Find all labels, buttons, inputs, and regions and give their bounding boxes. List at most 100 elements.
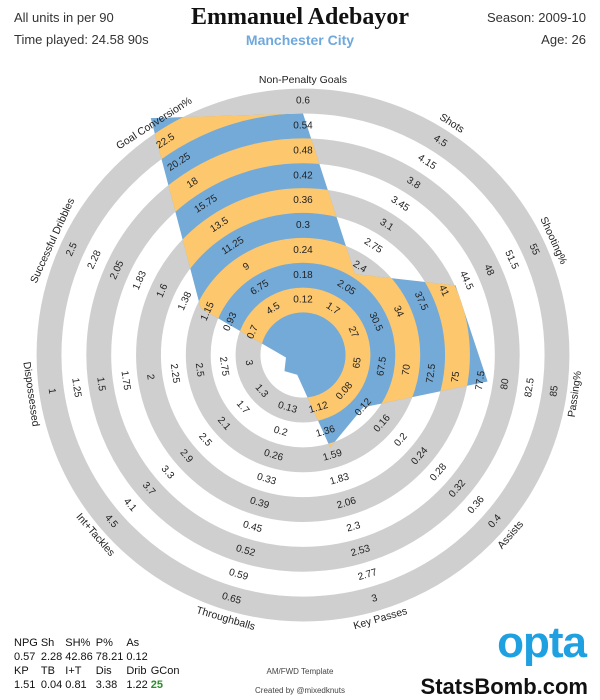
tick-label: 2.5 [196,431,214,449]
tick-label: 2.5 [64,241,80,259]
tick-label: 0.13 [277,400,299,416]
table-header: Sh [40,637,55,649]
tick-label: 0.3 [296,220,310,231]
tick-label: 1.6 [155,282,171,300]
tick-label: 2.28 [86,248,104,271]
credit: Created by @mixedknuts [255,686,345,695]
tick-label: 77.5 [474,370,488,391]
tick-label: 0.7 [245,323,261,341]
tick-label: 2.06 [336,495,358,511]
table-header: Drib [126,665,147,677]
chart-subtitle: Manchester City [245,32,355,48]
time-played: Time played: 24.58 90s [14,32,149,47]
tick-label: 75 [450,370,463,383]
tick-label: 0.45 [242,519,264,535]
tick-label: 4.15 [416,152,439,172]
tick-label: 9 [241,261,252,273]
tick-label: 0.26 [263,448,285,464]
table-value: 42.86 [65,651,93,663]
tick-label: 2.25 [168,363,182,384]
tick-label: 51.5 [502,249,520,272]
tick-label: 27 [346,325,361,340]
tick-label: 0.2 [392,431,410,449]
tick-label: 0.36 [466,494,487,516]
tick-label: 0.6 [296,96,310,107]
radar-chart: 0.12 0.18 0.24 0.3 0.36 0.42 0.48 0.54 0.6 Non-Pe… [20,74,585,630]
ring [36,88,570,622]
table-value: 0.12 [126,651,148,663]
table-value: 78.21 [95,651,124,663]
tick-label: 1.36 [315,424,337,440]
axis-label: Non-Penalty Goals [259,74,347,86]
tick-label: 0.48 [293,145,313,156]
axis-label: Passing% [566,370,585,418]
tick-label: 1.38 [176,290,194,313]
tick-label: 3.3 [159,464,177,482]
table-header: SH% [65,637,91,649]
tick-label: 2.77 [357,567,379,583]
table-row: KP TB I+T Dis Drib GCon [14,664,183,678]
tick-label: 0.39 [249,495,271,511]
tick-label: 0.52 [235,543,257,559]
table-row: 0.57 2.28 42.86 78.21 0.12 [14,650,183,664]
tick-label: 85 [548,384,561,397]
tick-label: 1.5 [94,376,107,392]
tick-label: 1.83 [329,471,351,487]
tick-label: 65 [351,356,364,369]
table-header: P% [95,637,113,649]
table-value: 0.81 [65,679,87,691]
tick-label: 82.5 [523,377,537,398]
tick-label: 3 [370,593,379,605]
tick-label: 0.28 [428,461,449,483]
tick-label: 34 [391,304,406,319]
tick-label: 4.1 [121,496,139,514]
table-value: 0.57 [14,651,36,663]
table-row: NPG Sh SH% P% As [14,636,183,650]
age: Age: 26 [541,32,586,47]
table-value: 1.51 [14,679,36,691]
tick-label: 1.7 [234,399,252,417]
tick-label: 1.75 [118,370,132,391]
tick-label: 0.24 [293,245,313,256]
table-header: GCon [150,665,180,677]
tick-label: 70 [401,363,414,376]
season: Season: 2009-10 [486,10,586,25]
tick-label: 1 [46,388,58,396]
tick-label: 2.5 [193,362,206,378]
tick-label: 0.36 [293,195,313,206]
tick-label: 3.45 [389,194,412,214]
tick-label: 0.54 [293,121,313,132]
tick-label: 72.5 [425,363,439,384]
tick-label: 2.53 [350,543,372,559]
tick-label: 1.59 [322,448,344,464]
tick-label: 44.5 [457,269,475,292]
tick-label: 1.25 [69,377,83,398]
chart-title: Emmanuel Adebayor [190,4,409,30]
tick-label: 0.42 [293,170,313,181]
tick-label: 55 [527,242,542,257]
tick-label: 2.75 [217,356,231,377]
units-note: All units in per 90 [14,10,114,25]
tick-label: 1.12 [308,400,330,416]
tick-label: 67.5 [375,356,389,377]
table-value: 25 [150,679,163,691]
site-name: StatsBomb.com [420,674,588,699]
tick-label: 0.2 [272,425,289,440]
opta-logo: opta [497,618,587,667]
tick-label: 48 [481,263,496,278]
tick-label: 1.83 [131,269,149,292]
table-header: I+T [65,665,82,677]
table-header: As [126,637,140,649]
tick-label: 80 [499,377,512,390]
tick-label: 0.12 [293,295,313,306]
tick-label: 0.59 [228,567,250,583]
tick-label: 0.65 [221,591,243,607]
summary-table: NPG Sh SH% P% As 0.57 2.28 42.86 78.21 0.12 KP TB I+… [14,636,183,692]
tick-label: 0.33 [256,471,278,487]
tick-label: 2.75 [362,236,385,256]
table-value: 0.04 [40,679,63,691]
table-row: 1.51 0.04 0.81 3.38 1.22 25 [14,678,183,692]
table-header: TB [40,665,55,677]
tick-label: 3 [243,359,255,367]
